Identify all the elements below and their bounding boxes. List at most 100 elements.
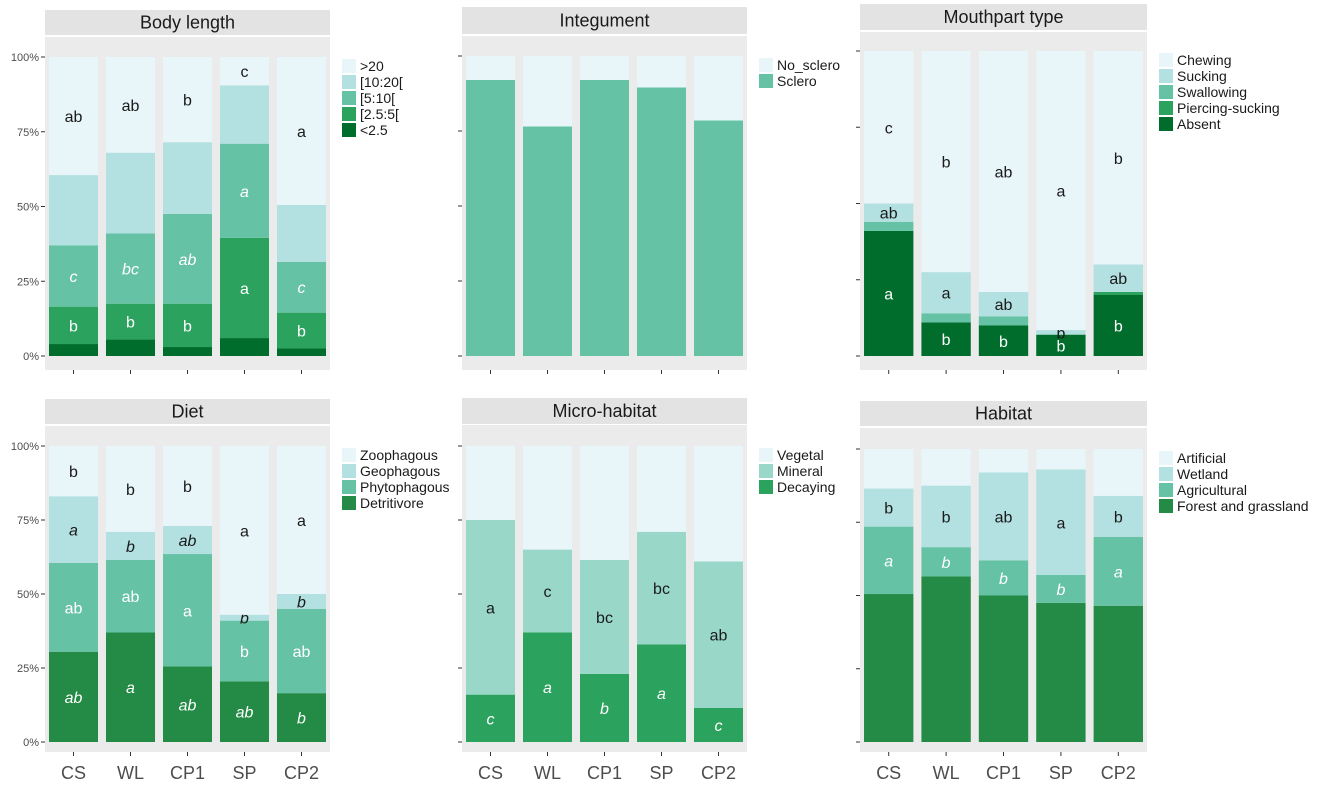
significance-label: a xyxy=(486,600,495,617)
legend-label: Agricultural xyxy=(1177,482,1247,498)
bar-segment-wl-20 xyxy=(105,57,156,153)
legend-label: Sucking xyxy=(1177,68,1227,84)
panel-micro-habitat: Micro-habitat c a CS a c WL b bc CP1 a bc SP c ab CP2 Ve… xyxy=(458,398,835,783)
bar-segment-cp1-detritivore xyxy=(162,666,213,742)
bar-segment-cp2-absent xyxy=(1093,295,1143,356)
significance-label: a xyxy=(942,286,951,303)
significance-label: b xyxy=(999,571,1008,588)
bar-segment-cs-swallowing xyxy=(864,221,914,231)
legend-key-chewing xyxy=(1159,53,1173,67)
bar-segment-cp1-swallowing xyxy=(978,316,1029,326)
bar-segment-cp2-forest-and-grassland xyxy=(1093,605,1143,742)
bar-segment-sp-phytophagous xyxy=(219,620,270,682)
bar-segment-cp2-artificial xyxy=(1093,449,1143,496)
significance-label: ab xyxy=(995,297,1013,314)
legend-label: [5:10[ xyxy=(360,90,395,106)
panel-strip xyxy=(462,7,747,34)
significance-label: b xyxy=(297,711,306,728)
bar-segment-sp-detritivore xyxy=(219,681,270,742)
y-tick-label: 100% xyxy=(11,441,39,453)
significance-label: b xyxy=(126,315,135,332)
legend-key-5-10 xyxy=(342,91,356,105)
significance-label: a xyxy=(657,686,666,703)
bar-segment-cp1-geophagous xyxy=(162,525,213,555)
legend-label: Sclero xyxy=(777,73,817,89)
legend-key-forest-and-grassland xyxy=(1159,499,1173,513)
bar-segment-cp2-no-sclero xyxy=(693,56,744,121)
bar-segment-wl-detritivore xyxy=(105,632,156,742)
significance-label: b xyxy=(240,644,249,661)
panel-body-length: Body length0%25%50%75%100%bcabbbcabbabba… xyxy=(11,10,403,374)
legend-key-10-20 xyxy=(342,75,356,89)
bar-segment-cs-no-sclero xyxy=(465,56,516,80)
panel-title: Diet xyxy=(171,402,203,422)
bar-segment-cp1-artificial xyxy=(978,449,1029,473)
bar-segment-cs-phytophagous xyxy=(48,562,99,652)
significance-label: b xyxy=(1114,509,1123,526)
significance-label: a xyxy=(126,680,135,697)
legend-label: [2.5:5[ xyxy=(360,106,399,122)
bar-segment-cp2-wetland xyxy=(1093,495,1143,537)
bar-segment-cp2-piercing-sucking xyxy=(1093,291,1143,295)
legend-key-mineral xyxy=(759,464,773,478)
panel-strip xyxy=(860,401,1147,426)
legend-key-geophagous xyxy=(342,464,356,478)
bar-segment-cs-wetland xyxy=(864,488,914,527)
legend-key-20 xyxy=(342,59,356,73)
bar-segment-wl-geophagous xyxy=(105,531,156,560)
legend-key-detritivore xyxy=(342,496,356,510)
legend-key-2-5-5 xyxy=(342,107,356,121)
panel-title: Micro-habitat xyxy=(552,401,656,421)
y-tick-label: 25% xyxy=(17,276,39,288)
bar-segment-cs-10-20 xyxy=(48,175,99,246)
significance-label: a xyxy=(1114,564,1123,581)
significance-label: ab xyxy=(179,533,197,550)
significance-label: ab xyxy=(65,109,83,126)
significance-label: b xyxy=(1056,325,1065,342)
bar-segment-cp2-geophagous xyxy=(276,594,327,609)
bar-segment-cp1-wetland xyxy=(978,472,1029,561)
bar-segment-cp2-vegetal xyxy=(693,446,744,562)
bar-segment-wl-forest-and-grassland xyxy=(921,576,971,742)
y-tick-label: 75% xyxy=(17,515,39,527)
panel-title: Body length xyxy=(140,13,235,33)
significance-label: c xyxy=(885,120,893,137)
bar-segment-wl-zoophagous xyxy=(105,446,156,532)
x-tick-label: SP xyxy=(1049,763,1073,783)
bar-segment-sp-artificial xyxy=(1036,449,1086,470)
y-tick-label: 0% xyxy=(23,737,39,749)
bar-segment-wl-10-20 xyxy=(105,152,156,234)
significance-label: ab xyxy=(65,600,83,617)
significance-label: b xyxy=(69,464,78,481)
legend-label: Forest and grassland xyxy=(1177,498,1309,514)
significance-label: b xyxy=(600,701,609,718)
significance-label: bc xyxy=(122,262,139,279)
significance-label: b xyxy=(942,509,951,526)
bar-segment-cp1-chewing xyxy=(978,51,1029,292)
y-tick-label: 100% xyxy=(11,52,39,64)
significance-label: a xyxy=(240,184,249,201)
x-tick-label: SP xyxy=(232,763,256,783)
significance-label: ab xyxy=(65,690,83,707)
bar-segment-sp-chewing xyxy=(1036,51,1086,331)
bar-segment-wl-vegetal xyxy=(522,446,573,550)
bar-segment-sp-zoophagous xyxy=(219,446,270,615)
panel-strip xyxy=(45,399,330,424)
significance-label: a xyxy=(183,603,192,620)
bar-segment-wl-mineral xyxy=(522,549,573,633)
bar-segment-wl-decaying xyxy=(522,632,573,742)
bar-segment-sp-2-5-5 xyxy=(219,237,270,339)
significance-label: b xyxy=(126,482,135,499)
bar-segment-cp1-zoophagous xyxy=(162,446,213,526)
bar-segment-sp-10-20 xyxy=(219,85,270,144)
legend-label: Phytophagous xyxy=(360,479,450,495)
bar-segment-cs-forest-and-grassland xyxy=(864,594,914,742)
bar-segment-cp1-no-sclero xyxy=(579,56,630,80)
bar-segment-cs-decaying xyxy=(465,694,516,742)
legend-label: [10:20[ xyxy=(360,74,403,90)
significance-label: a xyxy=(69,523,78,540)
significance-label: a xyxy=(884,286,893,303)
bar-segment-wl-sclero xyxy=(522,126,573,356)
legend-label: Artificial xyxy=(1177,450,1226,466)
